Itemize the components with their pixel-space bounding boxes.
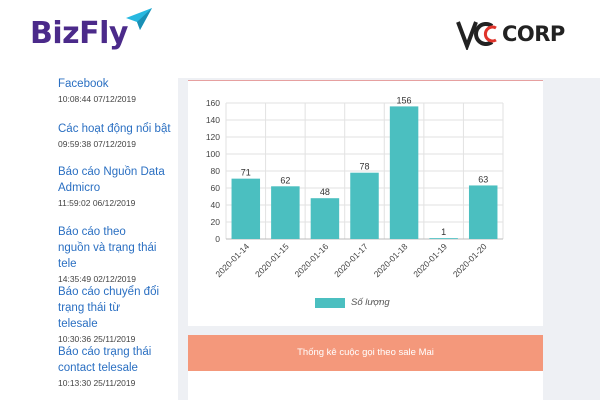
y-tick-label: 60 (211, 183, 221, 193)
x-tick-label: 2020-01-14 (213, 241, 251, 279)
bar (350, 172, 379, 239)
bar-value-label: 1 (441, 227, 446, 237)
paper-plane-icon (125, 8, 152, 30)
x-tick-label: 2020-01-15 (253, 241, 291, 279)
bar-value-label: 48 (320, 187, 330, 197)
list-item[interactable]: Báo cáo theo nguồn và trạng thái tele 14… (58, 224, 158, 285)
report-title[interactable]: Báo cáo theo nguồn và trạng thái tele (58, 226, 157, 270)
y-tick-label: 40 (211, 200, 221, 210)
report-title[interactable]: Các hoạt động nổi bật (58, 123, 171, 135)
y-tick-label: 0 (215, 234, 220, 244)
vccorp-logo[interactable]: CORP (456, 18, 565, 50)
report-timestamp: 11:59:02 06/12/2019 (58, 198, 136, 208)
vccorp-mark-icon (456, 21, 497, 50)
bar-value-label: 63 (478, 174, 488, 184)
report-title[interactable]: Facebook (58, 78, 109, 90)
x-tick-label: 2020-01-16 (293, 241, 331, 279)
bar (310, 198, 340, 239)
list-item[interactable]: Báo cáo trạng thái contact telesale 10:1… (58, 344, 158, 389)
list-item[interactable]: Báo cáo Nguồn Data Admicro 11:59:02 06/1… (58, 164, 168, 209)
bizfly-logo-text: BizFly (30, 16, 128, 51)
bar-value-label: 156 (397, 95, 412, 105)
y-tick-label: 100 (206, 149, 220, 159)
sale-call-stats-body (188, 371, 543, 400)
x-tick-label: 2020-01-19 (411, 241, 449, 279)
report-timestamp: 10:08:44 07/12/2019 (58, 94, 136, 104)
list-item[interactable]: Facebook 10:08:44 07/12/2019 (58, 76, 183, 105)
sale-call-stats-header: Thống kê cuộc gọi theo sale Mai (188, 335, 543, 371)
vccorp-logo-text: CORP (502, 22, 565, 46)
report-title[interactable]: Báo cáo trạng thái contact telesale (58, 346, 152, 374)
bar (389, 106, 419, 240)
y-tick-label: 140 (206, 115, 220, 125)
list-item[interactable]: Báo cáo chuyển đổi trạng thái từ telesal… (58, 284, 160, 345)
bar-value-label: 71 (241, 168, 251, 178)
bar-value-label: 62 (280, 175, 290, 185)
legend-label: Số lượng (351, 297, 390, 308)
bar-chart: 0 20 40 60 80 100 120 140 160 71 2020-01-14 62 2020-… (206, 95, 504, 279)
bar (429, 238, 458, 239)
report-timestamp: 09:59:38 07/12/2019 (58, 139, 136, 149)
chart-card: 0 20 40 60 80 100 120 140 160 71 2020-01-14 62 2020-… (188, 80, 543, 326)
y-tick-label: 20 (211, 217, 221, 227)
report-timestamp: 10:13:30 25/11/2019 (58, 378, 136, 388)
bar-value-label: 78 (359, 162, 369, 172)
bar (468, 185, 498, 239)
list-item[interactable]: Các hoạt động nổi bật 09:59:38 07/12/201… (58, 121, 183, 150)
report-timestamp: 10:30:36 25/11/2019 (58, 334, 136, 344)
x-tick-label: 2020-01-20 (451, 241, 489, 279)
y-tick-label: 120 (206, 132, 220, 142)
bizfly-logo[interactable]: BizFly (30, 8, 152, 54)
bar (271, 186, 300, 239)
x-tick-label: 2020-01-18 (372, 241, 410, 279)
bar (231, 178, 261, 239)
report-title[interactable]: Báo cáo Nguồn Data Admicro (58, 166, 165, 194)
chart-legend[interactable]: Số lượng (315, 297, 390, 308)
legend-swatch (315, 297, 345, 308)
y-tick-label: 160 (206, 98, 220, 108)
x-tick-label: 2020-01-17 (332, 241, 370, 279)
report-timestamp: 14:35:49 02/12/2019 (58, 274, 136, 284)
header: BizFly CORP (0, 0, 600, 72)
report-title[interactable]: Báo cáo chuyển đổi trạng thái từ telesal… (58, 286, 160, 330)
y-tick-label: 80 (211, 166, 221, 176)
